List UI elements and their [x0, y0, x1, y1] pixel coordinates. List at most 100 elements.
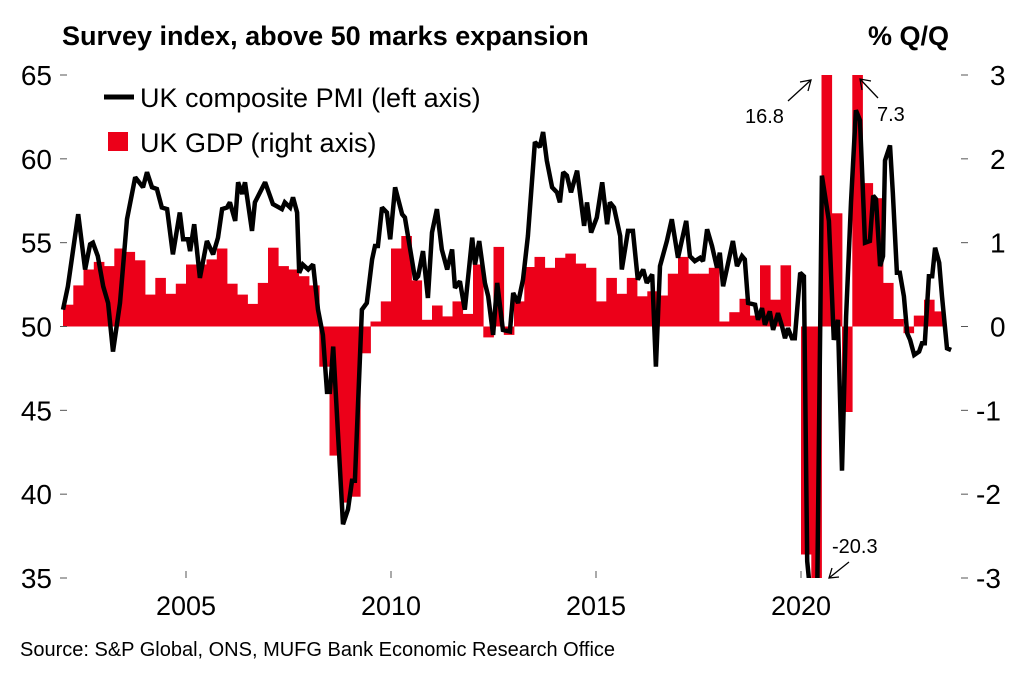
gdp-bar — [749, 315, 761, 327]
right-tick-label: 0 — [990, 312, 1006, 343]
gdp-bar — [606, 277, 617, 327]
gdp-bar — [83, 269, 95, 327]
chart-title: Survey index, above 50 marks expansion — [62, 21, 589, 51]
gdp-bar — [514, 301, 525, 327]
left-axis: 65 60 55 50 45 40 35 — [21, 60, 67, 594]
gdp-bar — [708, 267, 720, 327]
gdp-bar — [401, 236, 412, 327]
gdp-bar — [473, 264, 484, 327]
gdp-bar — [852, 75, 863, 327]
gdp-bar — [534, 256, 546, 327]
gdp-bar — [893, 319, 904, 327]
gdp-bar — [913, 315, 925, 327]
gdp-bar — [462, 313, 474, 327]
left-tick-label: 45 — [21, 395, 52, 426]
right-tick-label: -2 — [976, 479, 1001, 510]
gdp-bar — [719, 321, 730, 327]
gdp-bar — [339, 326, 351, 503]
gdp-bar — [298, 276, 310, 327]
gdp-bar — [524, 267, 535, 327]
gdp-bar — [616, 293, 628, 327]
left-tick-label: 60 — [21, 144, 52, 175]
gdp-bar — [370, 321, 382, 327]
gdp-bar — [124, 251, 136, 327]
gdp-bar — [268, 247, 279, 327]
gdp-bar — [360, 326, 371, 354]
gdp-bar — [93, 261, 105, 327]
gdp-bar — [227, 283, 238, 327]
gdp-bar — [831, 213, 843, 327]
right-axis: 3 2 1 0 -1 -2 -3 — [961, 60, 1006, 594]
gdp-bar — [309, 285, 320, 327]
left-tick-label: 40 — [21, 479, 52, 510]
gdp-bar — [442, 316, 453, 327]
gdp-bar — [247, 303, 259, 327]
gdp-bar — [760, 265, 771, 327]
annotation-2020q2: -20.3 — [832, 536, 878, 558]
left-tick-label: 50 — [21, 312, 52, 343]
gdp-bar — [104, 266, 115, 327]
source-note: Source: S&P Global, ONS, MUFG Bank Econo… — [20, 639, 615, 661]
gdp-bar — [924, 299, 935, 327]
gdp-bar — [883, 282, 894, 327]
right-tick-label: -1 — [976, 395, 1001, 426]
gdp-bar — [432, 305, 443, 327]
right-axis-title: % Q/Q — [868, 21, 949, 51]
gdp-bar — [421, 319, 433, 327]
gdp-bar — [278, 266, 289, 327]
gdp-bar — [257, 282, 269, 327]
annotation-2020q3: 16.8 — [745, 106, 784, 128]
gdp-bar — [678, 256, 689, 327]
gdp-bar — [688, 273, 699, 327]
gdp-bar — [411, 280, 423, 327]
gdp-bar — [780, 265, 792, 327]
left-tick-label: 65 — [21, 60, 52, 91]
gdp-bar — [175, 283, 187, 327]
left-tick-label: 35 — [21, 563, 52, 594]
gdp-bar — [237, 294, 248, 327]
gdp-bar — [698, 273, 710, 327]
gdp-bar — [452, 301, 464, 327]
gdp-bar — [585, 267, 597, 327]
legend-label-pmi: UK composite PMI (left axis) — [140, 83, 481, 113]
right-tick-label: 2 — [990, 144, 1006, 175]
gdp-bar — [770, 299, 781, 327]
gdp-bar — [739, 298, 751, 327]
arrow-icon — [787, 79, 812, 102]
x-tick-label: 2015 — [566, 591, 626, 621]
legend-label-gdp: UK GDP (right axis) — [140, 128, 377, 158]
gdp-bar — [637, 296, 648, 327]
gdp-bar — [216, 248, 228, 327]
arrow-icon — [859, 78, 879, 99]
legend-bar-swatch — [108, 132, 128, 151]
right-tick-label: -3 — [976, 563, 1001, 594]
x-tick-label: 2005 — [156, 591, 216, 621]
x-tick-label: 2010 — [361, 591, 421, 621]
gdp-bar — [391, 248, 402, 327]
gdp-bar — [186, 264, 197, 327]
gdp-bar — [73, 285, 84, 327]
arrow-icon — [828, 561, 850, 579]
pmi-line — [60, 109, 952, 578]
gdp-bar — [862, 183, 874, 327]
gdp-bar — [145, 294, 156, 327]
gdp-bar — [565, 253, 576, 327]
gdp-bar — [155, 277, 166, 327]
gdp-bar — [196, 264, 207, 327]
gdp-bar — [544, 267, 556, 327]
gdp-bar — [483, 326, 494, 338]
right-tick-label: 1 — [990, 228, 1006, 259]
right-tick-label: 3 — [990, 60, 1006, 91]
gdp-bar — [934, 311, 945, 327]
gdp-bar — [288, 269, 300, 327]
x-tick-label: 2020 — [771, 591, 831, 621]
gdp-bar — [575, 263, 587, 327]
gdp-bar — [729, 312, 740, 327]
gdp-bar — [134, 260, 146, 327]
pmi-line-group — [60, 109, 952, 578]
gdp-bar — [380, 301, 392, 327]
gdp-bar — [350, 326, 361, 497]
gdp-bar — [206, 259, 218, 327]
gdp-bar — [555, 257, 566, 327]
gdp-bar — [667, 273, 679, 327]
